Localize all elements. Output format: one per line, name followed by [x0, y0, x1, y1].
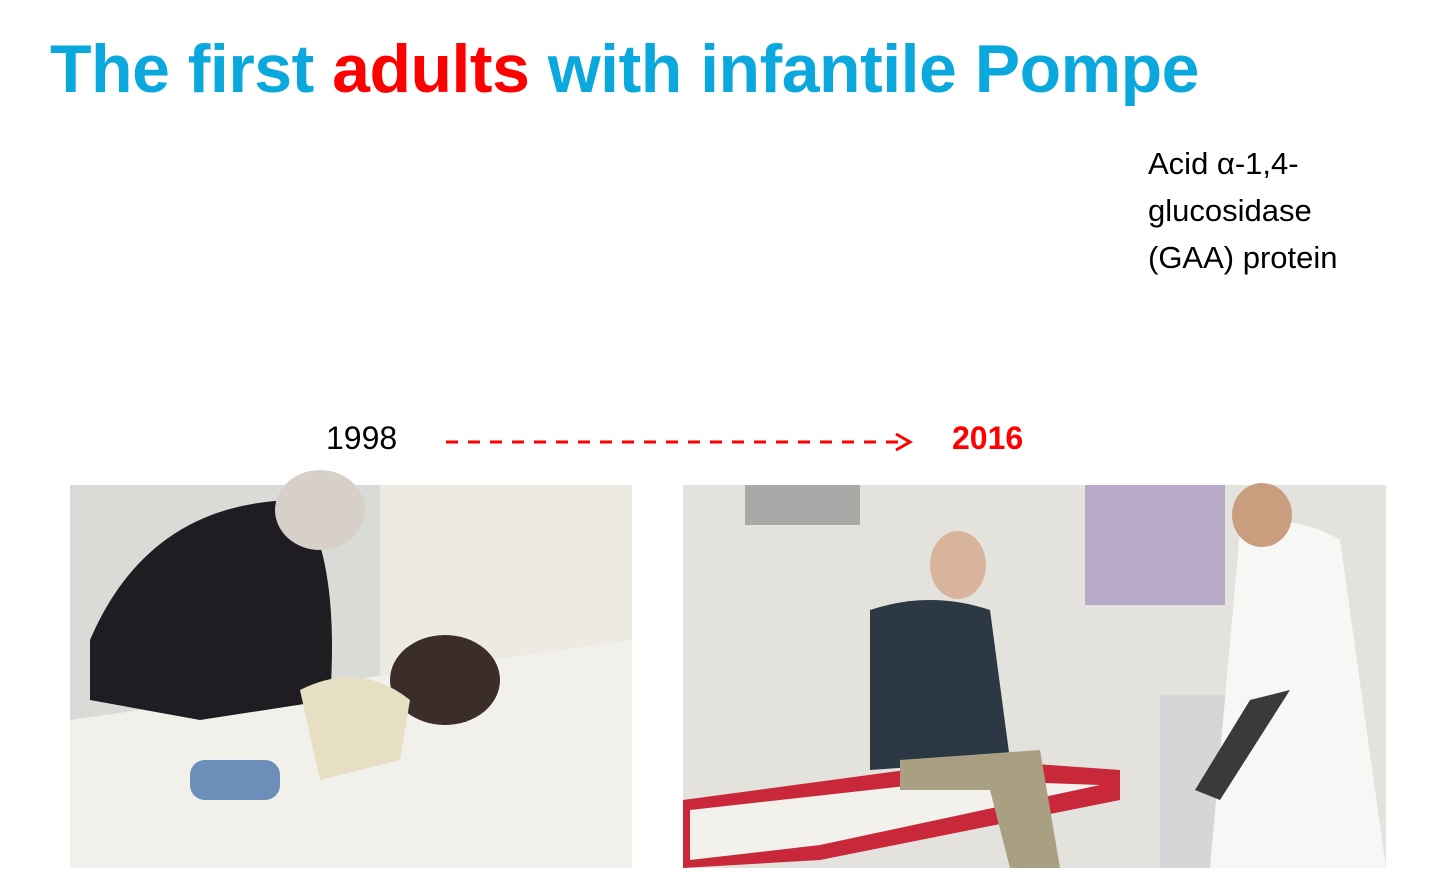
nurse-head	[1232, 483, 1292, 547]
photo-2016	[683, 483, 1386, 868]
blanket	[190, 760, 280, 800]
child-body	[300, 677, 410, 780]
child-head	[390, 635, 500, 725]
wall-device	[745, 485, 860, 525]
note-line: Acid α-1,4-	[1148, 146, 1299, 181]
young-man	[870, 600, 1010, 770]
nurse	[1210, 522, 1386, 868]
slide-title: The first adults with infantile Pompe	[50, 30, 1199, 108]
side-note: Acid α-1,4- glucosidase (GAA) protein	[1148, 140, 1338, 281]
note-line: (GAA) protein	[1148, 240, 1338, 275]
title-text: with infantile Pompe	[529, 31, 1200, 107]
adult-head	[275, 470, 365, 550]
timeline-arrow	[446, 432, 914, 452]
young-man-head	[930, 531, 986, 599]
end-year: 2016	[952, 420, 1024, 456]
note-line: glucosidase	[1148, 193, 1312, 228]
title-highlight: adults	[332, 31, 530, 107]
poster	[1085, 485, 1225, 605]
photo-1998	[70, 470, 632, 868]
nurse-arm	[1195, 690, 1290, 800]
adult-figure	[90, 500, 332, 720]
arrow-head	[895, 432, 914, 452]
title-text: The first	[50, 31, 333, 107]
trousers	[900, 750, 1060, 868]
start-year: 1998	[326, 420, 398, 456]
